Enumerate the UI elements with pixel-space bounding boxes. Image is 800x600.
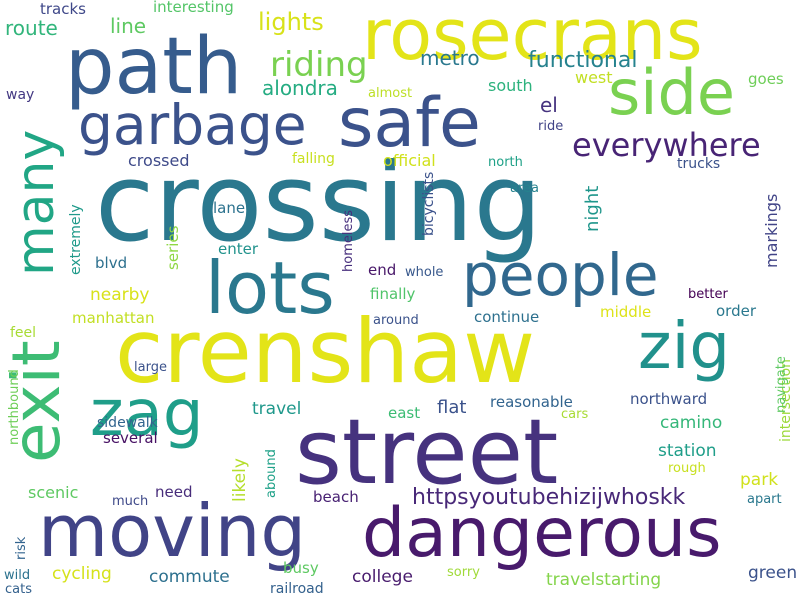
word: httpsyoutubehizijwhoskk <box>412 485 686 510</box>
word: everywhere <box>572 126 761 164</box>
word: reasonable <box>490 393 573 411</box>
word: crenshaw <box>115 300 536 403</box>
word: feel <box>10 325 37 341</box>
word: interesting <box>153 0 234 16</box>
word: lane <box>213 199 246 217</box>
word: flat <box>437 397 467 418</box>
word: better <box>688 287 728 302</box>
word: order <box>716 302 756 320</box>
word: large <box>134 360 167 375</box>
word: cycling <box>52 564 112 584</box>
word: street <box>295 400 559 505</box>
word: dangerous <box>362 494 722 573</box>
word: apart <box>747 492 782 507</box>
word: blvd <box>95 254 128 272</box>
word: series <box>164 225 182 270</box>
word: el <box>540 93 558 117</box>
word: safe <box>338 84 481 163</box>
word: northward <box>630 390 708 408</box>
word: north <box>488 155 523 170</box>
word: rosecrans <box>362 0 703 76</box>
word: station <box>658 441 717 461</box>
word: likely <box>230 458 250 502</box>
word: much <box>112 494 149 509</box>
word: crossed <box>128 151 190 170</box>
word: route <box>5 16 58 40</box>
word: travelstarting <box>546 570 662 590</box>
word: path <box>65 22 243 112</box>
word: side <box>608 56 736 129</box>
word: functional <box>528 48 638 73</box>
word: almost <box>368 86 413 101</box>
word: scenic <box>28 483 79 502</box>
word: markings <box>762 193 781 268</box>
word: cars <box>561 407 589 422</box>
word: sidewalk <box>97 415 158 431</box>
word: rough <box>668 461 706 476</box>
word: commute <box>149 567 230 587</box>
word: bicyclists <box>421 171 437 236</box>
word: several <box>103 429 158 447</box>
word: continue <box>474 308 540 326</box>
word: risk <box>14 536 29 560</box>
word: sorry <box>447 565 480 580</box>
word: moving <box>38 489 307 573</box>
word: area <box>510 181 539 196</box>
word: falling <box>292 151 335 167</box>
word: travel <box>252 399 302 419</box>
word: manhattan <box>72 309 155 327</box>
word: many <box>6 129 66 276</box>
word: trucks <box>677 156 721 172</box>
word: wild <box>4 568 31 583</box>
word: south <box>488 76 533 95</box>
word: railroad <box>270 581 324 597</box>
word: busy <box>283 559 319 577</box>
word: goes <box>748 70 784 88</box>
word: cats <box>5 582 32 597</box>
word: park <box>740 470 779 490</box>
word: people <box>462 241 659 309</box>
word: metro <box>420 46 480 70</box>
word: tracks <box>40 0 86 18</box>
word: abound <box>264 449 279 498</box>
word: garbage <box>78 93 307 157</box>
word: alondra <box>262 76 338 100</box>
word: extremely <box>68 204 84 275</box>
word: homeless <box>341 209 356 272</box>
word: lights <box>258 8 324 36</box>
word: night <box>582 185 603 232</box>
word: zig <box>638 310 730 384</box>
word: line <box>110 14 147 38</box>
word: beach <box>313 488 359 506</box>
word: official <box>383 151 436 170</box>
word: camino <box>660 413 723 433</box>
word: enter <box>218 240 259 258</box>
word: zag <box>90 377 204 451</box>
word: way <box>6 87 35 103</box>
word: middle <box>600 303 652 321</box>
word: college <box>352 567 413 587</box>
word: northbound <box>7 369 22 445</box>
word: east <box>388 404 421 422</box>
word: green <box>748 563 798 583</box>
word: whole <box>405 265 444 280</box>
word: west <box>575 68 613 87</box>
word: need <box>155 483 193 501</box>
word: end <box>368 261 397 279</box>
word: nearby <box>90 285 150 305</box>
word: riding <box>270 45 368 85</box>
word: around <box>373 313 419 328</box>
word: crossing <box>95 141 543 266</box>
word: ride <box>538 119 564 134</box>
word: lots <box>205 246 335 330</box>
word: navigate <box>774 356 789 413</box>
word: finally <box>370 285 416 303</box>
